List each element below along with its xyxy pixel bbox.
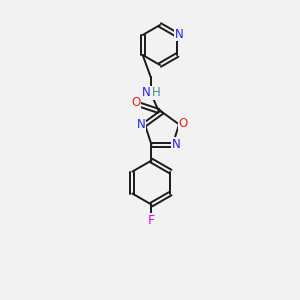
Text: O: O bbox=[178, 117, 188, 130]
Text: N: N bbox=[136, 118, 145, 131]
Text: N: N bbox=[172, 138, 181, 151]
Text: F: F bbox=[148, 214, 155, 227]
Text: H: H bbox=[152, 86, 161, 100]
Text: O: O bbox=[131, 97, 140, 110]
Text: N: N bbox=[175, 28, 184, 40]
Text: N: N bbox=[142, 86, 151, 100]
